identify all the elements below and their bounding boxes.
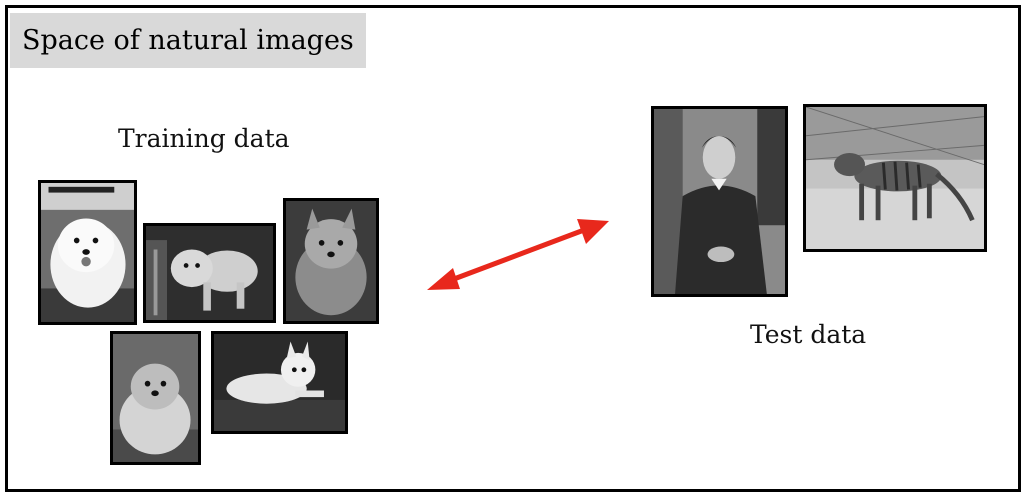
training-image-maltese [38, 180, 137, 325]
training-image-westie [211, 331, 348, 434]
training-image-yorkie [283, 198, 379, 324]
training-image-terrier [143, 223, 276, 323]
training-data-label: Training data [118, 124, 290, 153]
test-data-label: Test data [750, 320, 867, 349]
title-box: Space of natural images [10, 13, 366, 68]
diagram-title: Space of natural images [22, 25, 354, 56]
test-image-portrait [651, 106, 788, 297]
training-image-longhair [110, 331, 201, 465]
test-image-thylacine [803, 104, 987, 252]
